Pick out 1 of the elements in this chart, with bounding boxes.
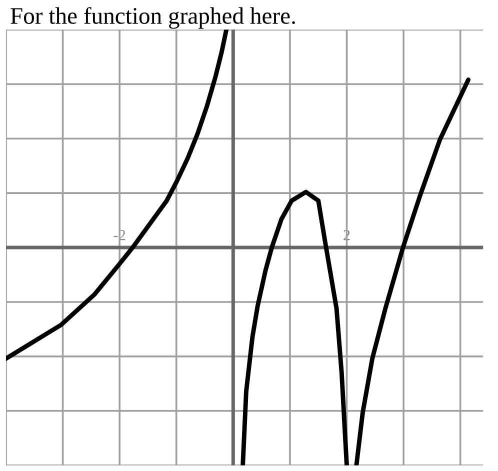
chart-title: For the function graphed here. xyxy=(10,7,295,29)
